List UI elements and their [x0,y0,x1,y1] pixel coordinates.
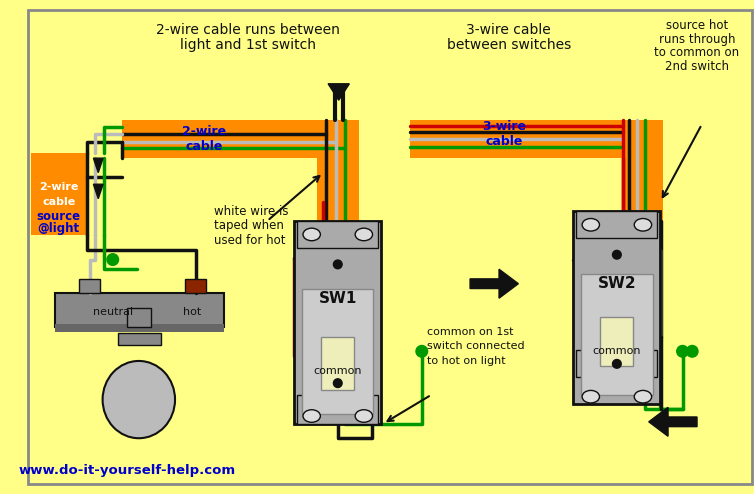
Text: light and 1st switch: light and 1st switch [180,38,316,52]
Text: 2-wire: 2-wire [182,124,226,138]
Text: 3-wire: 3-wire [482,120,526,133]
Bar [576,350,657,377]
Text: to common on: to common on [654,46,740,59]
Text: between switches: between switches [446,38,571,52]
Ellipse shape [634,390,651,403]
Bar [297,395,379,424]
Text: @light: @light [38,222,80,235]
Text: 2-wire: 2-wire [39,182,78,192]
Bar [294,221,382,424]
Text: runs through: runs through [659,33,735,46]
Text: common: common [314,366,362,375]
Bar [31,153,87,236]
Bar [600,318,633,366]
Text: SW2: SW2 [598,276,636,291]
Ellipse shape [612,360,621,368]
Ellipse shape [582,218,599,231]
Bar [581,274,653,395]
Ellipse shape [107,254,118,265]
Text: cable: cable [185,140,223,153]
Bar [55,324,224,332]
Text: 3-wire cable: 3-wire cable [466,23,551,37]
Ellipse shape [416,345,428,357]
Text: www.do-it-yourself-help.com: www.do-it-yourself-help.com [19,463,236,477]
Text: switch connected: switch connected [427,341,524,351]
Text: 2-wire cable runs between: 2-wire cable runs between [156,23,340,37]
Text: common: common [593,346,641,356]
Bar [127,308,152,327]
Text: neutral: neutral [93,307,133,317]
Bar [79,279,100,293]
Text: to hot on light: to hot on light [427,356,505,366]
Bar [576,211,657,238]
Ellipse shape [612,250,621,259]
Text: hot: hot [182,307,201,317]
Text: used for hot: used for hot [214,234,286,247]
Ellipse shape [103,361,175,438]
Bar [297,221,379,248]
Ellipse shape [677,345,688,357]
Ellipse shape [686,345,698,357]
Bar [410,120,664,158]
Text: SW1: SW1 [319,290,357,306]
Bar [321,337,354,390]
Bar [55,293,224,327]
Polygon shape [470,269,518,298]
Polygon shape [93,158,103,172]
Text: taped when: taped when [214,219,284,232]
Text: cable: cable [42,197,75,206]
Ellipse shape [582,390,599,403]
Ellipse shape [333,260,342,269]
Ellipse shape [355,410,372,422]
Polygon shape [648,408,697,436]
Ellipse shape [634,218,651,231]
Text: source: source [37,209,81,223]
Ellipse shape [333,379,342,387]
Bar [623,120,664,221]
Text: cable: cable [485,135,523,148]
Text: source hot: source hot [666,19,728,32]
Bar [185,279,207,293]
Ellipse shape [303,228,320,241]
Bar [302,288,373,414]
Text: 2nd switch: 2nd switch [665,60,729,73]
Polygon shape [93,184,103,199]
Polygon shape [328,84,349,100]
Text: white wire is: white wire is [214,205,289,218]
Bar [317,120,359,221]
Bar [122,120,359,158]
Bar [573,211,661,405]
Text: common on 1st: common on 1st [427,327,513,337]
Bar [118,333,161,344]
Ellipse shape [303,410,320,422]
Ellipse shape [355,228,372,241]
